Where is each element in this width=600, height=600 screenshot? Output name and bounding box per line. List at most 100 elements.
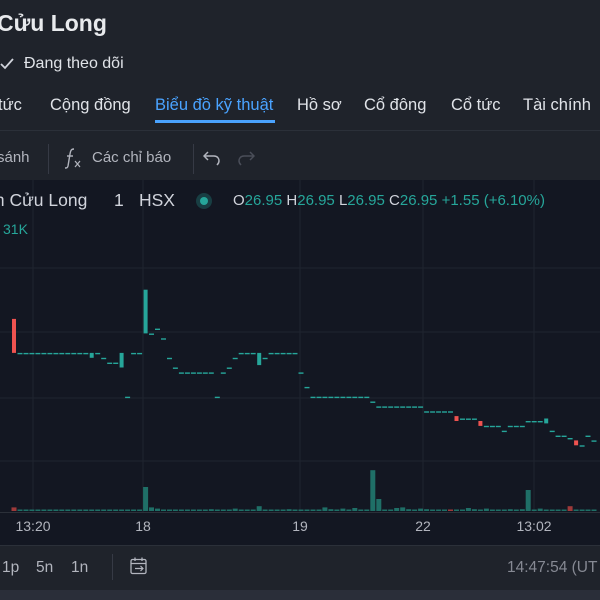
close-key: C (389, 192, 400, 209)
candle (23, 352, 29, 355)
candle (412, 406, 418, 408)
symbol-exchange: HSX (139, 190, 175, 210)
candle (113, 362, 119, 364)
tab-technical-chart[interactable]: Biểu đồ kỹ thuật (155, 96, 274, 114)
volume-bar (442, 509, 447, 511)
range-1y-button[interactable]: 1n (71, 559, 89, 576)
volume-bar (137, 509, 143, 511)
volume-bar (549, 509, 555, 511)
tab-profile[interactable]: Hồ sơ (297, 96, 342, 114)
undo-icon[interactable] (203, 150, 221, 166)
check-icon (0, 58, 14, 70)
range-5d-button[interactable]: 5n (36, 559, 54, 576)
volume-bar (89, 509, 95, 511)
candle (507, 425, 513, 428)
volume-bar (262, 509, 268, 511)
follow-toggle[interactable]: Đang theo dõi (0, 52, 124, 76)
candle (460, 418, 465, 420)
tab-financials[interactable]: Tài chính (523, 96, 591, 114)
volume-bar (519, 509, 525, 511)
candle (184, 372, 190, 374)
tab-dividends[interactable]: Cổ tức (451, 96, 501, 114)
volume-bar (448, 509, 453, 511)
volume-bar (328, 509, 334, 511)
candle (388, 406, 394, 408)
candle (406, 406, 412, 408)
candle (83, 352, 89, 355)
symbol-interval: 1 (114, 190, 124, 210)
candle (567, 438, 573, 440)
company-title: Cửu Long (0, 10, 107, 36)
candle (442, 411, 447, 413)
volume-bar (394, 508, 400, 511)
x-tick-label: 13:02 (516, 518, 552, 534)
volume-bar (220, 509, 226, 511)
high-key: H (286, 192, 298, 209)
x-tick-label: 18 (135, 518, 151, 534)
tab-community[interactable]: Cộng đồng (50, 96, 131, 114)
candles (12, 289, 597, 447)
chart-toolbar: sánh Các chỉ báo (0, 136, 600, 180)
candle (161, 338, 166, 340)
volume-bar (418, 508, 424, 511)
volume-bar (424, 509, 430, 511)
volume-bar (47, 509, 53, 511)
candle (382, 406, 388, 408)
volume-bar (292, 509, 298, 511)
clock-timezone[interactable]: 14:47:54 (UT (507, 559, 598, 576)
candle (232, 357, 238, 360)
volume-bar (190, 509, 196, 511)
volume-bar (489, 509, 495, 511)
volume-bar (274, 509, 280, 511)
candle (47, 352, 53, 355)
fx-icon[interactable] (63, 146, 83, 170)
candle (465, 418, 471, 420)
volume-bar (430, 509, 436, 511)
tab-news[interactable]: tức (0, 96, 22, 114)
chart-bottom-bar (0, 545, 600, 591)
volume-bar (95, 509, 101, 511)
candle (495, 425, 501, 428)
candle (483, 425, 489, 428)
candle (537, 421, 543, 423)
candle (513, 425, 519, 428)
volume-bar (579, 509, 585, 511)
price-volume-chart[interactable] (0, 180, 600, 515)
indicators-button[interactable]: Các chỉ báo (92, 149, 172, 166)
candle (208, 372, 214, 374)
volume-bar (543, 509, 549, 511)
redo-icon[interactable] (237, 150, 255, 166)
volume-bars (11, 470, 597, 511)
compare-button[interactable]: sánh (0, 149, 30, 166)
active-tab-indicator (155, 120, 275, 123)
volume-bar (585, 509, 591, 511)
candle (262, 357, 268, 360)
candle (364, 396, 370, 399)
volume-bar (501, 509, 507, 511)
volume-bar (340, 508, 346, 511)
volume-bar (11, 507, 17, 511)
time-axis[interactable] (0, 512, 600, 541)
calendar-go-to-icon[interactable] (129, 556, 149, 576)
candle (489, 425, 495, 428)
open-key: O (233, 192, 245, 209)
candle (544, 418, 549, 424)
volume-bar (226, 509, 232, 511)
open-value: 26.95 (244, 192, 283, 209)
volume-bar (196, 509, 202, 511)
candle (29, 352, 35, 355)
candle (591, 440, 597, 442)
range-1d-button[interactable]: 1p (2, 559, 20, 576)
candle (448, 411, 453, 413)
volume-bar (388, 509, 394, 511)
volume-bar (23, 509, 29, 511)
candle (525, 421, 531, 423)
volume-bar (155, 508, 160, 511)
volume-bar (35, 509, 41, 511)
volume-bar (202, 509, 208, 511)
volume-bar (184, 509, 190, 511)
volume-bar (525, 490, 531, 511)
volume-bar (161, 509, 166, 511)
tab-shareholders[interactable]: Cổ đông (364, 96, 427, 114)
volume-bar (77, 509, 83, 511)
